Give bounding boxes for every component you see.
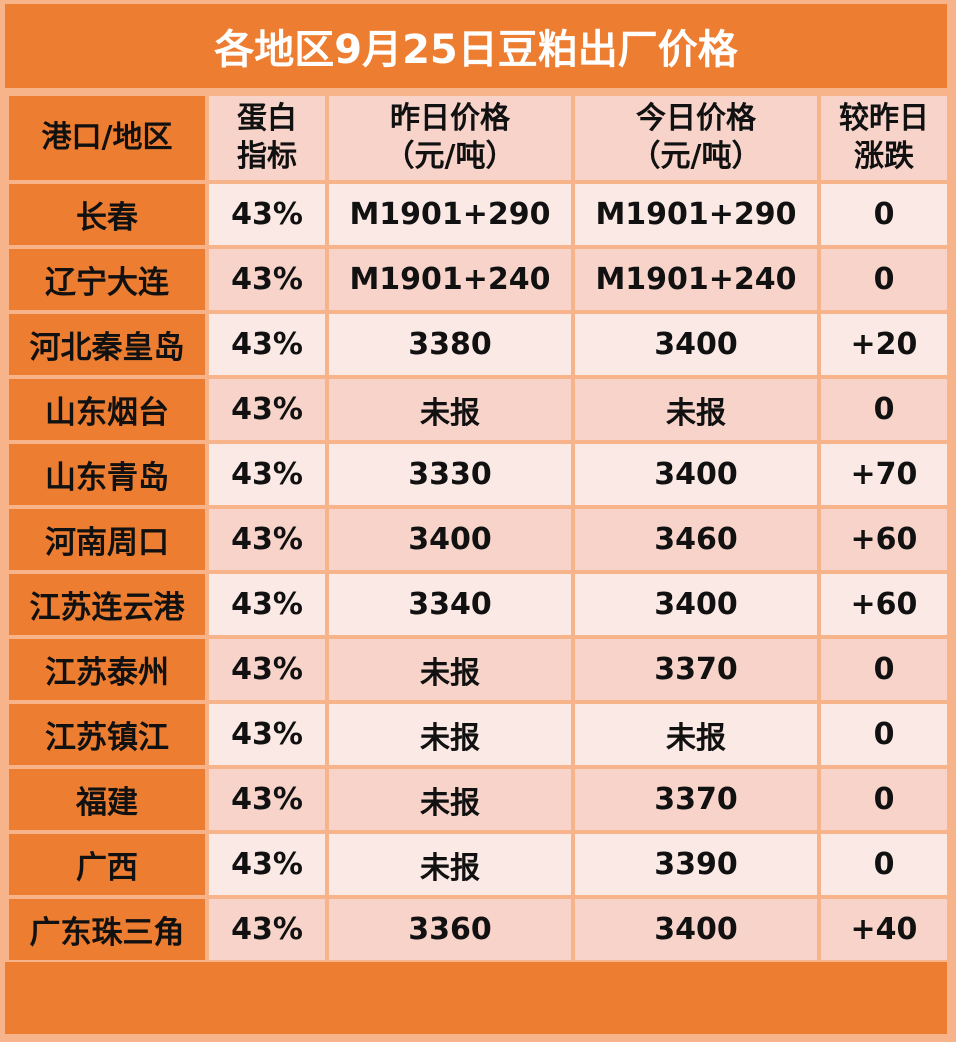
yesterday-price-cell: M1901+290 [329,184,571,245]
protein-cell: 43% [209,184,325,245]
protein-cell: 43% [209,834,325,895]
change-cell: 0 [821,769,947,830]
table-row: 广东珠三角 43% 3360 3400 +40 [9,899,947,960]
table-row: 江苏镇江 43% 未报 未报 0 [9,704,947,765]
protein-cell: 43% [209,639,325,700]
table-row: 河南周口 43% 3400 3460 +60 [9,509,947,570]
change-cell: 0 [821,639,947,700]
table-row: 山东烟台 43% 未报 未报 0 [9,379,947,440]
yesterday-price-cell: 未报 [329,704,571,765]
header-region: 港口/地区 [9,96,205,180]
today-price-cell: 3390 [575,834,817,895]
region-cell: 江苏镇江 [9,704,205,765]
table-row: 广西 43% 未报 3390 0 [9,834,947,895]
header-protein: 蛋白 指标 [209,96,325,180]
yesterday-price-cell: M1901+240 [329,249,571,310]
region-cell: 江苏泰州 [9,639,205,700]
header-yesterday-line1: 昨日价格 [390,101,510,136]
header-yesterday-price: 昨日价格 （元/吨） [329,96,571,180]
header-today-line2: （元/吨） [630,139,762,174]
yesterday-price-cell: 未报 [329,379,571,440]
today-price-cell: M1901+290 [575,184,817,245]
table-row: 江苏泰州 43% 未报 3370 0 [9,639,947,700]
header-yesterday-line2: （元/吨） [384,139,516,174]
change-cell: +60 [821,509,947,570]
change-cell: 0 [821,704,947,765]
yesterday-price-cell: 3360 [329,899,571,960]
table-row: 江苏连云港 43% 3340 3400 +60 [9,574,947,635]
region-cell: 山东烟台 [9,379,205,440]
today-price-cell: 3370 [575,639,817,700]
table-row: 河北秦皇岛 43% 3380 3400 +20 [9,314,947,375]
change-cell: 0 [821,379,947,440]
today-price-cell: 3370 [575,769,817,830]
protein-cell: 43% [209,444,325,505]
protein-cell: 43% [209,249,325,310]
yesterday-price-cell: 3340 [329,574,571,635]
today-price-cell: 3460 [575,509,817,570]
table-row: 福建 43% 未报 3370 0 [9,769,947,830]
table-row: 山东青岛 43% 3330 3400 +70 [9,444,947,505]
table-header-row: 港口/地区 蛋白 指标 昨日价格 （元/吨） 今日价格 （元/吨） 较昨日 涨跌 [9,96,947,180]
header-change: 较昨日 涨跌 [821,96,947,180]
today-price-cell: 3400 [575,899,817,960]
header-protein-line1: 蛋白 [237,101,297,136]
protein-cell: 43% [209,704,325,765]
protein-cell: 43% [209,379,325,440]
yesterday-price-cell: 3380 [329,314,571,375]
region-cell: 河北秦皇岛 [9,314,205,375]
page-title: 各地区9月25日豆粕出厂价格 [5,4,947,88]
region-cell: 江苏连云港 [9,574,205,635]
today-price-cell: 未报 [575,379,817,440]
region-cell: 广西 [9,834,205,895]
table-row: 长春 43% M1901+290 M1901+290 0 [9,184,947,245]
yesterday-price-cell: 未报 [329,769,571,830]
protein-cell: 43% [209,769,325,830]
protein-cell: 43% [209,574,325,635]
region-cell: 广东珠三角 [9,899,205,960]
header-today-line1: 今日价格 [636,101,756,136]
table-footer-bar [5,962,947,1034]
today-price-cell: M1901+240 [575,249,817,310]
table-row: 辽宁大连 43% M1901+240 M1901+240 0 [9,249,947,310]
header-today-price: 今日价格 （元/吨） [575,96,817,180]
today-price-cell: 3400 [575,444,817,505]
header-protein-line2: 指标 [237,139,297,174]
protein-cell: 43% [209,899,325,960]
region-cell: 山东青岛 [9,444,205,505]
protein-cell: 43% [209,509,325,570]
region-cell: 辽宁大连 [9,249,205,310]
header-change-line2: 涨跌 [854,139,914,174]
change-cell: +60 [821,574,947,635]
change-cell: +20 [821,314,947,375]
change-cell: 0 [821,834,947,895]
yesterday-price-cell: 3400 [329,509,571,570]
change-cell: +40 [821,899,947,960]
yesterday-price-cell: 未报 [329,834,571,895]
today-price-cell: 3400 [575,574,817,635]
header-change-line1: 较昨日 [839,101,929,136]
change-cell: +70 [821,444,947,505]
protein-cell: 43% [209,314,325,375]
yesterday-price-cell: 未报 [329,639,571,700]
today-price-cell: 3400 [575,314,817,375]
change-cell: 0 [821,249,947,310]
region-cell: 福建 [9,769,205,830]
price-table: 港口/地区 蛋白 指标 昨日价格 （元/吨） 今日价格 （元/吨） 较昨日 涨跌 [5,92,951,964]
change-cell: 0 [821,184,947,245]
yesterday-price-cell: 3330 [329,444,571,505]
region-cell: 长春 [9,184,205,245]
today-price-cell: 未报 [575,704,817,765]
region-cell: 河南周口 [9,509,205,570]
